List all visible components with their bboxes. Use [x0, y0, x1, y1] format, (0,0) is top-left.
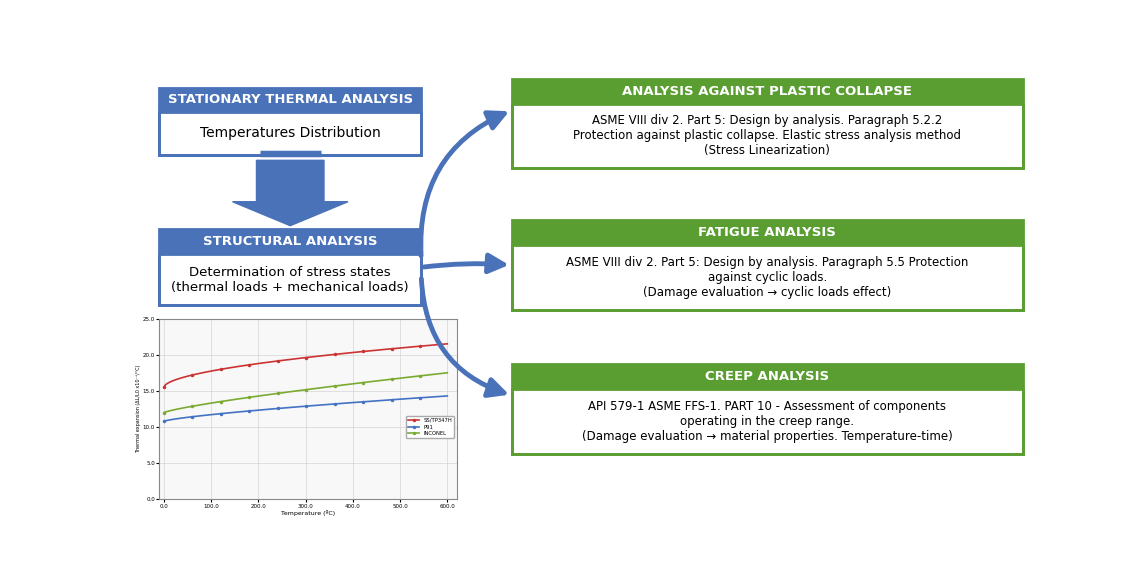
FancyBboxPatch shape: [159, 229, 422, 254]
FancyBboxPatch shape: [512, 246, 1022, 310]
Text: API 579-1 ASME FFS-1. PART 10 - Assessment of components
operating in the creep : API 579-1 ASME FFS-1. PART 10 - Assessme…: [582, 400, 952, 443]
Text: ANALYSIS AGAINST PLASTIC COLLAPSE: ANALYSIS AGAINST PLASTIC COLLAPSE: [622, 85, 912, 98]
FancyBboxPatch shape: [159, 254, 422, 306]
Polygon shape: [233, 160, 348, 226]
Text: CREEP ANALYSIS: CREEP ANALYSIS: [705, 370, 830, 383]
Text: ASME VIII div 2. Part 5: Design by analysis. Paragraph 5.5 Protection
against cy: ASME VIII div 2. Part 5: Design by analy…: [566, 256, 968, 299]
FancyBboxPatch shape: [159, 88, 422, 112]
Text: Temperatures Distribution: Temperatures Distribution: [199, 126, 380, 140]
FancyBboxPatch shape: [159, 112, 422, 155]
Text: Determination of stress states
(thermal loads + mechanical loads): Determination of stress states (thermal …: [172, 266, 409, 294]
Text: FATIGUE ANALYSIS: FATIGUE ANALYSIS: [698, 226, 837, 239]
FancyBboxPatch shape: [512, 389, 1022, 453]
Text: STATIONARY THERMAL ANALYSIS: STATIONARY THERMAL ANALYSIS: [167, 93, 413, 106]
FancyBboxPatch shape: [512, 365, 1022, 389]
Text: ASME VIII div 2. Part 5: Design by analysis. Paragraph 5.2.2
Protection against : ASME VIII div 2. Part 5: Design by analy…: [573, 114, 961, 157]
FancyBboxPatch shape: [512, 220, 1022, 246]
Text: STRUCTURAL ANALYSIS: STRUCTURAL ANALYSIS: [203, 235, 377, 248]
FancyBboxPatch shape: [512, 104, 1022, 168]
FancyBboxPatch shape: [512, 79, 1022, 104]
